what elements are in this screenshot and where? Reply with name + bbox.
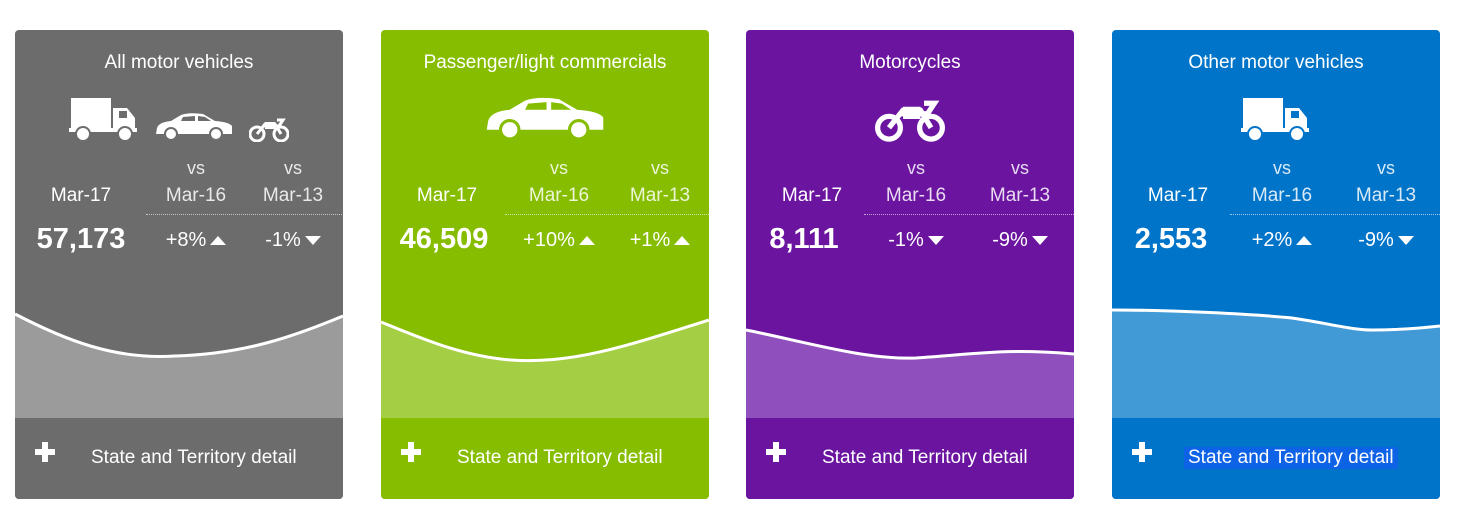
truck-icon (1241, 96, 1311, 142)
arrow-down-icon (304, 236, 321, 245)
comparison-2-label: Mar-13 (629, 185, 691, 206)
card-title: Passenger/light commercials (423, 52, 667, 73)
current-value: 46,509 (399, 223, 489, 255)
arrow-up-icon (1296, 236, 1313, 245)
plus-icon (766, 442, 786, 462)
state-territory-detail-toggle[interactable]: State and Territory detail (746, 418, 1074, 499)
vs-label: vs (1011, 158, 1029, 178)
motorcycle-icon (249, 116, 289, 142)
comparison-1-change: -1% (866, 229, 966, 252)
header-divider (864, 214, 1074, 215)
comparison-2-change: -1% (244, 229, 342, 252)
comparison-2-header: vs (611, 154, 709, 182)
current-value: 2,553 (1134, 223, 1208, 255)
comparison-2-header: vs (244, 154, 342, 182)
header-divider (146, 214, 342, 215)
state-territory-detail-toggle[interactable]: State and Territory detail (381, 418, 709, 499)
card-icons (381, 94, 709, 142)
current-period-label: Mar-17 (50, 185, 112, 206)
plus-icon (35, 442, 55, 462)
arrow-up-icon (674, 236, 691, 245)
current-value: 8,111 (769, 223, 839, 255)
comparison-1-change: +8% (146, 229, 246, 252)
vs-label: vs (1273, 158, 1291, 178)
comparison-1-label: Mar-16 (528, 185, 590, 206)
arrow-up-icon (578, 236, 595, 245)
spacer-label (29, 154, 133, 182)
car-icon (153, 112, 235, 142)
comparison-2-change: -9% (1336, 229, 1436, 252)
plus-icon (401, 442, 421, 462)
comparison-2-header: vs (970, 154, 1070, 182)
comparison-2-change: -9% (970, 229, 1070, 252)
comparison-2-change: +1% (611, 229, 709, 252)
vs-label: vs (907, 158, 925, 178)
vs-label: vs (187, 158, 205, 178)
card-motorcycles: Motorcycles Mar-17 vs Mar-16 vs Mar-13 8… (746, 30, 1074, 499)
comparison-1-header: vs (866, 154, 966, 182)
current-period-label: Mar-17 (781, 185, 843, 206)
change-value: -9% (992, 229, 1028, 251)
current-period-label: Mar-17 (1147, 185, 1209, 206)
card-icons (1112, 94, 1440, 142)
comparison-2-label: Mar-13 (262, 185, 324, 206)
change-value: +10% (523, 229, 575, 251)
change-value: +1% (629, 229, 671, 251)
state-territory-detail-toggle[interactable]: State and Territory detail (1112, 418, 1440, 499)
current-value: 57,173 (36, 223, 126, 255)
arrow-down-icon (1031, 236, 1048, 245)
current-period (29, 154, 133, 182)
card-all-motor-vehicles: All motor vehicles Mar-17 vs Mar-16 vs M… (15, 30, 343, 499)
comparison-2-label: Mar-13 (1355, 185, 1417, 206)
current-period-label: Mar-17 (416, 185, 478, 206)
comparison-1-label: Mar-16 (165, 185, 227, 206)
car-icon (481, 96, 609, 142)
card-title: All motor vehicles (104, 52, 254, 73)
header-divider (505, 214, 709, 215)
card-icons (15, 94, 343, 142)
footer-label[interactable]: State and Territory detail (822, 447, 1028, 468)
comparison-1-header: vs (146, 154, 246, 182)
card-other-motor-vehicles: Other motor vehicles Mar-17 vs Mar-16 vs… (1112, 30, 1440, 499)
change-value: +8% (165, 229, 207, 251)
footer-label[interactable]: State and Territory detail (1184, 447, 1398, 469)
comparison-1-header: vs (1232, 154, 1332, 182)
arrow-down-icon (927, 236, 944, 245)
card-icons (746, 94, 1074, 142)
change-value: -9% (1358, 229, 1394, 251)
change-value: +2% (1251, 229, 1293, 251)
trend-sparkline (1112, 308, 1440, 418)
card-title: Other motor vehicles (1188, 52, 1364, 73)
comparison-1-label: Mar-16 (1251, 185, 1313, 206)
motorcycle-icon (875, 96, 945, 142)
comparison-1-header: vs (507, 154, 611, 182)
arrow-up-icon (210, 236, 227, 245)
footer-label[interactable]: State and Territory detail (91, 447, 297, 468)
change-value: -1% (265, 229, 301, 251)
comparison-2-header: vs (1336, 154, 1436, 182)
vs-label: vs (651, 158, 669, 178)
footer-label[interactable]: State and Territory detail (457, 447, 663, 468)
state-territory-detail-toggle[interactable]: State and Territory detail (15, 418, 343, 499)
plus-icon (1132, 442, 1152, 462)
truck-icon (69, 96, 139, 142)
comparison-1-change: +10% (507, 229, 611, 252)
comparison-1-label: Mar-16 (885, 185, 947, 206)
trend-sparkline (15, 312, 343, 418)
trend-sparkline (381, 318, 709, 418)
header-divider (1230, 214, 1440, 215)
card-title: Motorcycles (859, 52, 961, 73)
comparison-2-label: Mar-13 (989, 185, 1051, 206)
vs-label: vs (1377, 158, 1395, 178)
trend-sparkline (746, 328, 1074, 418)
vs-label: vs (284, 158, 302, 178)
comparison-1-change: +2% (1232, 229, 1332, 252)
change-value: -1% (888, 229, 924, 251)
card-passenger-light-commercials: Passenger/light commercials Mar-17 vs Ma… (381, 30, 709, 499)
arrow-down-icon (1397, 236, 1414, 245)
vs-label: vs (550, 158, 568, 178)
